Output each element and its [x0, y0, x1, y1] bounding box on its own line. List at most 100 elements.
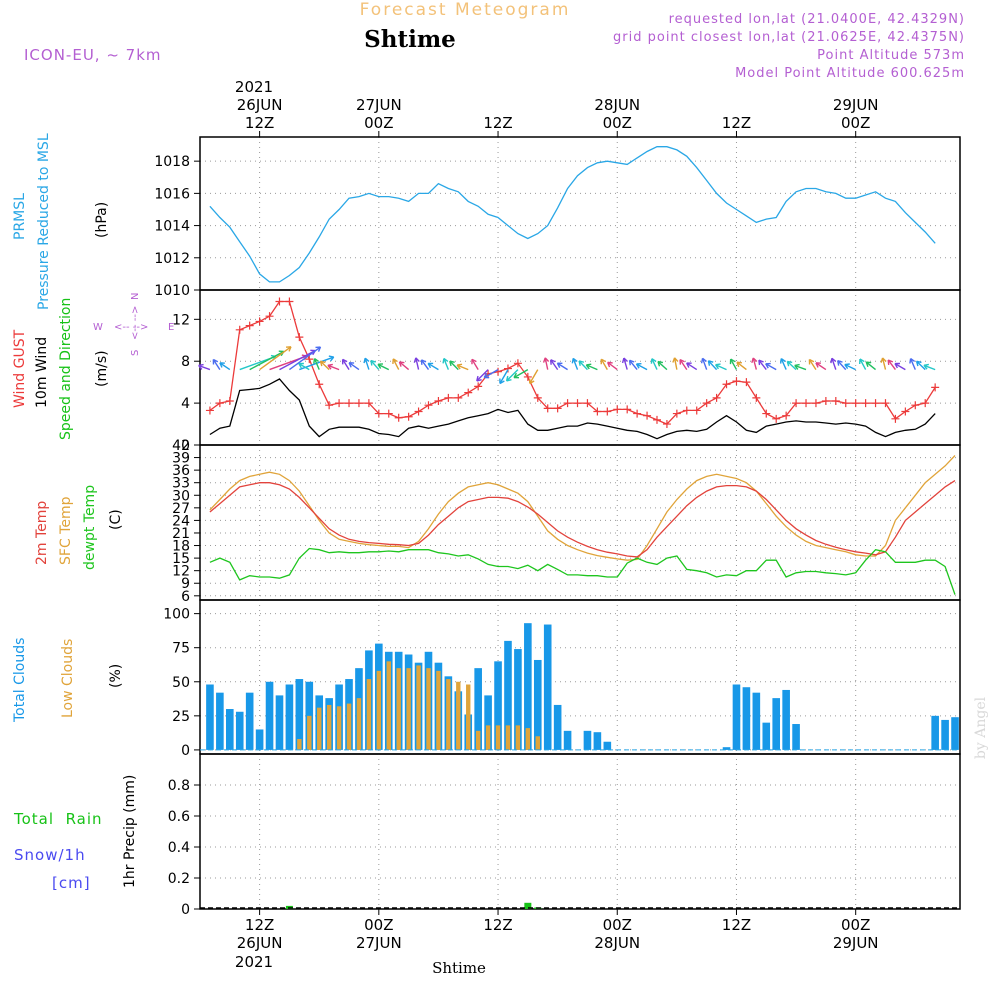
gust-marker [772, 414, 781, 423]
top-time-label: 12Z [722, 114, 751, 132]
wind-arrow-head [635, 362, 642, 369]
clouds-unit-label: (%) [108, 664, 124, 688]
gust-marker [911, 401, 920, 410]
low-cloud-bar [485, 725, 491, 750]
low-cloud-bar [426, 668, 431, 750]
wind-arrow-head [449, 360, 455, 367]
top-date-label: 27JUN [356, 96, 402, 114]
y-tick-label: 0.2 [168, 871, 190, 887]
y-tick-label: 1016 [154, 186, 190, 202]
gust-marker [672, 409, 681, 418]
gust-marker [593, 407, 602, 416]
grid-point: grid point closest lon,lat (21.0625E, 42… [613, 30, 965, 45]
top-date-label: 29JUN [833, 96, 879, 114]
wind-arrow [456, 364, 469, 371]
y-tick-label: 0 [181, 438, 190, 454]
wind-arrow-head [285, 346, 292, 352]
wind-arrow-head [837, 360, 843, 366]
wind-arrow-head [528, 378, 535, 385]
wind-arrow-head [887, 359, 894, 366]
wind-arrow [794, 364, 807, 371]
low-cloud-bar [366, 679, 372, 750]
wind-arrow-head [786, 360, 793, 367]
gust-marker [792, 399, 801, 408]
temp-2m-label: 2m Temp [34, 501, 50, 565]
wind-arrow [550, 359, 559, 370]
total-cloud-bar [931, 715, 939, 750]
wind-arrow [572, 358, 579, 370]
wind-arrow-head [779, 358, 786, 364]
y-tick-label: 75 [172, 641, 190, 657]
cloud-bars [200, 623, 960, 751]
gust-marker [225, 397, 234, 406]
point-altitude: Point Altitude 573m [817, 48, 965, 63]
sfc-temp-line [209, 455, 956, 561]
wind-arrow [859, 358, 867, 370]
wind-arrow [320, 360, 330, 371]
wind-arrow-head [736, 361, 742, 368]
gust-marker [454, 393, 463, 402]
y-tick-label: 30 [172, 488, 190, 504]
wind-arrow [909, 358, 916, 370]
gust-marker [722, 380, 731, 389]
y-tick-label: 1018 [154, 154, 190, 170]
wind-arrow-head [700, 357, 707, 364]
wind-arrow [586, 364, 598, 371]
total-cloud-bar [941, 719, 949, 750]
wind-arrow [730, 358, 738, 370]
wind-arrow [377, 363, 390, 371]
wind-arrow-head [483, 372, 490, 379]
total-cloud-bar [951, 717, 959, 750]
y-tick-label: 4 [181, 396, 190, 412]
wind-arrow-head [672, 357, 679, 363]
wind-arrow [636, 363, 648, 371]
gust-marker [374, 409, 383, 418]
low-cloud-bar [317, 707, 322, 750]
low-cloud-bar [406, 668, 411, 750]
y-tick-label: 1012 [154, 251, 190, 267]
wind-arrow [865, 361, 876, 371]
wind-arrow-head [909, 357, 916, 364]
wind-arrow-head [758, 359, 764, 366]
wind-unit-label: (m/s) [94, 350, 110, 387]
panel-frame [199, 136, 961, 291]
y-tick-label: 24 [172, 513, 190, 529]
total-cloud-bar [772, 698, 781, 750]
wind-arrow-head [751, 357, 758, 364]
wind-arrow-head [363, 357, 370, 364]
compass-ew-arrows: <-- --> [114, 322, 148, 333]
dewpt-temp-line [209, 547, 956, 595]
temp-2m-line [209, 480, 956, 558]
low-cloud-bar [416, 665, 421, 750]
gust-marker [702, 399, 711, 408]
wind-arrow [686, 362, 698, 371]
wind-arrow [544, 357, 549, 370]
precip-bars [200, 902, 960, 909]
gust-marker [305, 355, 314, 364]
wind-arrow [392, 358, 400, 370]
gust-marker [245, 321, 254, 330]
gust-marker [503, 364, 512, 373]
total-rain-label: Total Rain [13, 810, 103, 828]
gust-marker [533, 393, 542, 402]
total-cloud-bar [514, 649, 522, 750]
y-tick-label: 36 [172, 463, 190, 479]
model-altitude: Model Point Altitude 600.625m [735, 66, 965, 81]
wind-arrow [499, 369, 509, 384]
temp-unit-label: (C) [108, 509, 124, 530]
low-cloud-bar [505, 725, 511, 750]
wind-arrow [887, 359, 896, 371]
gust-marker [901, 407, 910, 416]
gust-marker [205, 406, 214, 415]
gust-marker [692, 406, 701, 415]
total-cloud-bar [484, 695, 492, 750]
pressure-line [209, 146, 936, 283]
total-cloud-bar [563, 730, 572, 750]
gust-marker [573, 399, 582, 408]
top-time-label: 00Z [841, 114, 870, 132]
gust-marker [404, 412, 413, 421]
low-cloud-bar [515, 725, 521, 750]
total-cloud-bar [593, 732, 602, 750]
wind-arrow-head [894, 362, 900, 369]
